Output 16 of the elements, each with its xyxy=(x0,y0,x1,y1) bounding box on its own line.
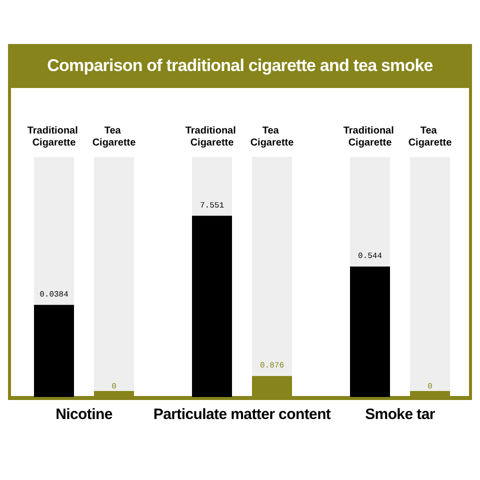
data-label: 0.0384 xyxy=(40,290,69,300)
x-tick-label: Tea Cigarette xyxy=(92,126,136,148)
x-tick-label: Tea Cigarette xyxy=(408,126,452,148)
data-label: 0.544 xyxy=(358,252,382,261)
x-axis-title: Smoke tar xyxy=(365,406,435,423)
data-label: 7.551 xyxy=(200,201,224,210)
x-tick-label: Traditional Cigarette xyxy=(343,126,397,148)
data-label: 0 xyxy=(428,382,433,392)
data-label: 0 xyxy=(112,382,117,392)
x-tick-label: Tea Cigarette xyxy=(250,126,294,148)
x-axis-title: Nicotine xyxy=(56,406,112,423)
x-tick-label: Traditional Cigarette xyxy=(185,126,239,148)
text: Comparison of traditional cigarette and tea smoke xyxy=(8,44,472,88)
x-tick-label: Traditional Cigarette xyxy=(27,126,81,148)
x-axis-title: Particulate matter content xyxy=(152,406,332,423)
data-label: 0.876 xyxy=(260,361,284,370)
